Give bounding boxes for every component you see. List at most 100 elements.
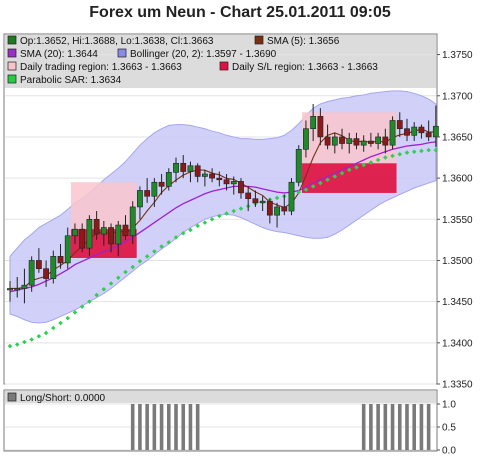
long-short-bar [188, 404, 193, 450]
sar-point [296, 189, 301, 195]
candle-body [115, 224, 122, 245]
candle-body [245, 192, 252, 200]
candle-body [353, 138, 360, 146]
y-tick-label: 1.3450 [442, 297, 473, 308]
sar-point [397, 151, 403, 157]
candle-body [86, 218, 93, 249]
y-tick-label: 1.3650 [442, 132, 473, 143]
candle-body [64, 235, 71, 264]
candle-body [425, 132, 432, 138]
long-short-bar [397, 404, 402, 450]
legend-label-daily-trading-region: Daily trading region: 1.3663 - 1.3663 [20, 62, 182, 73]
y-tick-label: 1.3600 [442, 174, 473, 185]
long-short-bar [419, 404, 424, 450]
candle-body [331, 136, 338, 146]
sar-point [426, 147, 431, 153]
candle-body [252, 198, 259, 204]
legend-swatch-sma20 [7, 48, 17, 58]
candle-body [108, 227, 114, 245]
legend-swatch-sma5 [254, 35, 264, 45]
candle-body [14, 288, 21, 291]
long-short-bar [152, 404, 157, 450]
candle-body [35, 260, 42, 270]
candle-body [201, 173, 208, 177]
long-short-bar [376, 404, 380, 450]
candle-body [266, 200, 273, 216]
long-short-bar [145, 404, 149, 450]
y-tick-label: 1.3700 [442, 91, 473, 102]
candle-body [360, 140, 367, 146]
legend-background [5, 35, 436, 88]
sub-y-tick-label: 0.5 [442, 423, 456, 434]
legend-swatch-parabolic-sar [7, 74, 17, 84]
candle-body [173, 162, 179, 173]
candle-body [411, 126, 418, 136]
sub-legend: Long/Short: 0.0000 [7, 392, 106, 404]
long-short-bar [361, 404, 366, 450]
chart-title: Forex um Neun - Chart 25.01.2011 09:05 [89, 4, 391, 21]
y-tick-label: 1.3350 [442, 380, 473, 391]
candle-body [122, 224, 129, 237]
candle-body [21, 284, 28, 289]
long-short-bar [390, 404, 395, 450]
legend-label-daily-sl-region: Daily S/L region: 1.3663 - 1.3663 [232, 62, 378, 73]
candle-body [43, 268, 49, 279]
candle-body [389, 120, 396, 146]
long-short-bar [138, 404, 142, 450]
y-tick-label: 1.3500 [442, 256, 473, 267]
legend-label-sma20: SMA (20): 1.3644 [20, 49, 98, 60]
sar-point [310, 184, 316, 189]
legend-label-sma5: SMA (5): 1.3656 [267, 36, 340, 47]
candle-body [129, 206, 136, 237]
candle-body [295, 148, 302, 183]
long-short-bar [130, 404, 135, 450]
candle-body [137, 190, 143, 208]
long-short-bars [130, 404, 431, 450]
candle-body [382, 136, 389, 146]
candle-body [50, 256, 57, 279]
long-short-bar [369, 404, 373, 450]
long-short-bar [181, 404, 186, 450]
long-short-bar [405, 404, 409, 450]
sar-point [43, 330, 49, 336]
legend-label-bollinger: Bollinger (20, 2): 1.3597 - 1.3690 [130, 49, 277, 60]
sar-point [130, 264, 135, 270]
y-tick-label: 1.3550 [442, 215, 473, 226]
sar-point [361, 162, 366, 168]
candle-body [288, 181, 295, 212]
candle-body [7, 288, 13, 291]
candle-body [216, 177, 223, 181]
long-short-bar [412, 404, 417, 450]
legend-swatch-daily-trading-region [7, 61, 17, 71]
candle-body [100, 227, 107, 235]
long-short-bar [383, 404, 388, 450]
long-short-bar [166, 404, 171, 450]
candle-body [324, 136, 331, 146]
sub-legend-swatch [7, 392, 17, 402]
candle-body [281, 206, 288, 212]
main-y-axis: 1.3350 1.3400 1.3450 1.3500 1.3550 1.3600 1.36… [437, 50, 473, 391]
candle-body [317, 116, 324, 138]
sar-point [108, 281, 114, 286]
legend-swatch-daily-sl-region [219, 61, 229, 71]
candle-body [151, 181, 158, 197]
candle-body [194, 165, 201, 177]
candle-body [180, 162, 187, 172]
legend-label-ohlc: Op:1.3652, Hi:1.3688, Lo:1.3638, Cl:1.36… [20, 36, 214, 47]
long-short-bar [195, 404, 200, 450]
candle-body [404, 128, 410, 136]
candle-body [346, 138, 353, 144]
candle-body [303, 128, 309, 150]
legend: Op:1.3652, Hi:1.3688, Lo:1.3638, Cl:1.36… [7, 35, 378, 86]
legend-swatch-bollinger [117, 48, 127, 58]
candle-body [396, 120, 403, 130]
sub-legend-background [5, 391, 436, 403]
candle-body [367, 140, 374, 144]
candle-body [209, 173, 216, 179]
sub-y-tick-label: 1.0 [442, 400, 456, 411]
sar-point [368, 160, 374, 165]
candle-body [28, 260, 35, 286]
y-tick-label: 1.3750 [442, 50, 473, 61]
